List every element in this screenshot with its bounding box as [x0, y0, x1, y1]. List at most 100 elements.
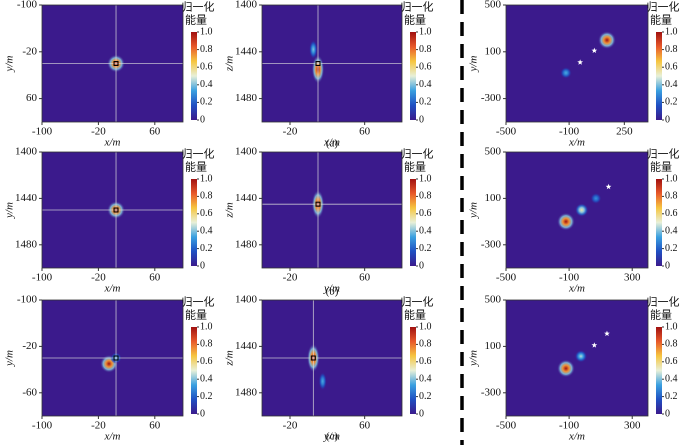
x-axis-label: x/m	[568, 431, 585, 443]
y-tick-label: 1440	[235, 340, 258, 352]
colorbar-tick-label: 0.4	[419, 79, 432, 90]
energy-peak	[590, 192, 602, 204]
colorbar-label: 能量	[185, 308, 207, 322]
colorbar-label: 归一化	[401, 295, 434, 309]
colorbar-tick-label: 0.8	[665, 191, 678, 202]
target-marker	[113, 207, 119, 213]
colorbar-label: 归一化	[182, 147, 215, 161]
plot-area	[262, 5, 402, 122]
energy-peak	[309, 39, 318, 60]
colorbar-tick-label: 1.0	[200, 173, 213, 184]
colorbar	[656, 32, 662, 120]
y-axis-label: y/m	[468, 202, 480, 219]
y-tick-label: -300	[481, 92, 502, 104]
colorbar-tick-label: 0.6	[419, 61, 432, 72]
colorbar-tick-label: 0.8	[200, 339, 213, 350]
x-tick-label: 60	[149, 420, 161, 432]
colorbar-tick-label: 0	[419, 114, 424, 125]
colorbar-label: 能量	[650, 13, 672, 27]
colorbar-tick-label: 0.6	[665, 208, 678, 219]
x-tick-label: -100	[559, 272, 580, 284]
colorbar-tick-label: 1.0	[419, 26, 432, 37]
x-tick-label: -500	[496, 420, 517, 432]
x-tick-label: -500	[496, 272, 517, 284]
target-marker	[310, 355, 316, 361]
colorbar-tick-label: 0	[200, 260, 205, 271]
energy-peak	[574, 350, 588, 363]
y-axis-label: z/m	[224, 350, 236, 366]
colorbar-tick-label: 0.2	[419, 97, 432, 108]
colorbar-label: 归一化	[401, 147, 434, 161]
colorbar-tick-label: 0.4	[665, 79, 678, 90]
colorbar-label: 归一化	[647, 147, 680, 161]
star-marker	[605, 183, 612, 190]
colorbar-label: 能量	[404, 160, 426, 174]
plot-area	[556, 183, 612, 231]
colorbar	[191, 327, 197, 414]
colorbar-label: 能量	[185, 13, 207, 27]
colorbar	[656, 179, 662, 266]
y-tick-label: 100	[485, 45, 502, 57]
colorbar-tick-label: 0.2	[419, 243, 432, 254]
y-axis-label: z/m	[224, 56, 236, 72]
y-tick-label: -20	[22, 340, 37, 352]
x-tick-label: -100	[32, 126, 53, 138]
colorbar-tick-label: 0.2	[200, 243, 213, 254]
plot-frame	[505, 299, 649, 417]
colorbar-tick-label: 0	[665, 408, 670, 419]
y-axis-label: y/m	[468, 56, 480, 73]
y-tick-label: 100	[485, 340, 502, 352]
y-axis-label: y/m	[4, 350, 16, 367]
plot-frame	[505, 4, 649, 123]
y-tick-label: 500	[485, 0, 502, 11]
y-tick-label: 1440	[15, 192, 38, 204]
y-axis-label: y/m	[4, 202, 16, 219]
colorbar-tick-label: 0.4	[200, 225, 213, 236]
colorbar-tick-label: 0.8	[665, 44, 678, 55]
plot-area	[42, 300, 183, 416]
x-axis-label: x/m	[104, 283, 121, 295]
x-tick-label: -500	[496, 126, 517, 138]
x-tick-label: 60	[149, 272, 161, 284]
x-axis-label: x/m	[323, 137, 340, 149]
energy-peak	[556, 212, 575, 231]
colorbar-tick-label: 0	[419, 408, 424, 419]
colorbar-tick-label: 0	[665, 114, 670, 125]
colorbar-tick-label: 0.4	[200, 373, 213, 384]
colorbar-tick-label: 0.4	[419, 225, 432, 236]
colorbar-tick-label: 0.6	[665, 356, 678, 367]
colorbar-tick-label: 0.4	[665, 225, 678, 236]
y-tick-label: 60	[26, 92, 38, 104]
colorbar-label: 能量	[650, 308, 672, 322]
y-tick-label: 1400	[235, 146, 258, 158]
colorbar-tick-label: 1.0	[419, 173, 432, 184]
x-tick-label: 300	[624, 272, 641, 284]
y-tick-label: -60	[22, 386, 37, 398]
y-axis-label: z/m	[224, 202, 236, 218]
colorbar-label: 归一化	[401, 0, 434, 14]
y-axis-label: y/m	[468, 350, 480, 367]
plot-frame	[41, 4, 184, 123]
colorbar	[410, 179, 416, 266]
y-tick-label: 500	[485, 294, 502, 306]
caption: (a)	[326, 138, 339, 150]
x-axis-label: x/m	[568, 283, 585, 295]
colorbar-tick-label: 0.6	[419, 356, 432, 367]
colorbar-tick-label: 0.2	[665, 391, 678, 402]
y-axis-label: y/m	[4, 56, 16, 73]
x-tick-label: -100	[559, 420, 580, 432]
x-tick-label: 250	[616, 126, 633, 138]
colorbar-tick-label: 0.2	[200, 97, 213, 108]
y-tick-label: -20	[22, 45, 37, 57]
caption: (b)	[326, 286, 339, 298]
x-tick-label: -20	[283, 420, 298, 432]
plot-area	[560, 31, 616, 79]
energy-peak	[574, 203, 589, 217]
x-tick-label: 300	[624, 420, 641, 432]
x-tick-label: -20	[91, 126, 106, 138]
colorbar-tick-label: 1.0	[419, 321, 432, 332]
plot-background	[506, 5, 648, 122]
y-tick-label: 1440	[235, 45, 258, 57]
plot-area	[262, 300, 402, 416]
plot-background	[262, 152, 402, 268]
